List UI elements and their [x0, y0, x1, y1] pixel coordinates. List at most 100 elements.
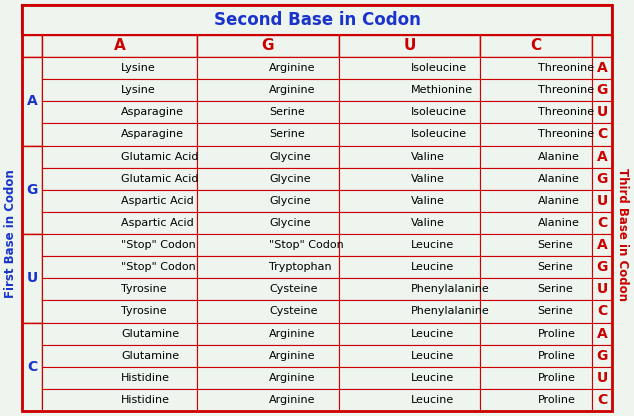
Bar [42, 190, 197, 212]
Text: Isoleucine: Isoleucine [411, 63, 467, 73]
Text: Valine: Valine [411, 151, 445, 161]
Text: A: A [597, 61, 607, 75]
Bar [197, 190, 339, 212]
Text: C: C [597, 216, 607, 230]
Bar [22, 234, 42, 322]
Bar [592, 101, 612, 124]
Text: "Stop" Codon: "Stop" Codon [121, 240, 196, 250]
Bar [339, 190, 481, 212]
Text: U: U [597, 371, 607, 385]
Text: Proline: Proline [538, 395, 576, 405]
Bar [339, 124, 481, 146]
Bar [481, 389, 592, 411]
Bar [22, 5, 612, 35]
Text: Serine: Serine [538, 284, 574, 294]
Bar [592, 35, 612, 57]
Bar [197, 168, 339, 190]
Text: Proline: Proline [538, 329, 576, 339]
Text: Histidine: Histidine [121, 373, 170, 383]
Bar [481, 212, 592, 234]
Bar [197, 146, 339, 168]
Text: Proline: Proline [538, 373, 576, 383]
Text: Threonine: Threonine [538, 129, 594, 139]
Bar [481, 146, 592, 168]
Bar [22, 322, 42, 411]
Text: C: C [27, 360, 37, 374]
Text: Lysine: Lysine [121, 63, 156, 73]
Text: Isoleucine: Isoleucine [411, 107, 467, 117]
Text: Leucine: Leucine [411, 395, 455, 405]
Text: Leucine: Leucine [411, 351, 455, 361]
Bar [592, 300, 612, 322]
Bar [592, 389, 612, 411]
Bar [592, 124, 612, 146]
Bar [592, 190, 612, 212]
Bar [481, 101, 592, 124]
Bar [42, 35, 197, 57]
Text: A: A [113, 39, 126, 54]
Bar [481, 168, 592, 190]
Bar [42, 278, 197, 300]
Text: Tyrosine: Tyrosine [121, 284, 167, 294]
Bar [197, 367, 339, 389]
Text: Threonine: Threonine [538, 107, 594, 117]
Text: Aspartic Acid: Aspartic Acid [121, 196, 194, 206]
Bar [197, 234, 339, 256]
Bar [197, 124, 339, 146]
Bar [339, 344, 481, 367]
Bar [339, 79, 481, 101]
Bar [481, 57, 592, 79]
Bar [197, 322, 339, 344]
Text: Asparagine: Asparagine [121, 107, 184, 117]
Text: Glycine: Glycine [269, 174, 311, 184]
Text: Serine: Serine [269, 129, 305, 139]
Bar [592, 367, 612, 389]
Text: Glutamic Acid: Glutamic Acid [121, 151, 198, 161]
Text: Serine: Serine [538, 240, 574, 250]
Text: A: A [27, 94, 37, 108]
Bar [339, 168, 481, 190]
Text: U: U [597, 105, 607, 119]
Bar [339, 256, 481, 278]
Bar [481, 322, 592, 344]
Bar [339, 101, 481, 124]
Text: Cysteine: Cysteine [269, 307, 318, 317]
Text: Arginine: Arginine [269, 63, 316, 73]
Text: A: A [597, 238, 607, 252]
Text: Third Base in Codon: Third Base in Codon [616, 168, 630, 300]
Bar [481, 190, 592, 212]
Text: Arginine: Arginine [269, 329, 316, 339]
Bar [42, 256, 197, 278]
Bar [42, 322, 197, 344]
Bar [592, 146, 612, 168]
Bar [42, 212, 197, 234]
Bar [42, 168, 197, 190]
Bar [481, 256, 592, 278]
Text: Alanine: Alanine [538, 218, 579, 228]
Text: Glutamic Acid: Glutamic Acid [121, 174, 198, 184]
Text: G: G [597, 172, 607, 186]
Bar [592, 57, 612, 79]
Bar [339, 35, 481, 57]
Bar [481, 234, 592, 256]
Bar [592, 168, 612, 190]
Bar [592, 212, 612, 234]
Text: Threonine: Threonine [538, 85, 594, 95]
Text: Glycine: Glycine [269, 151, 311, 161]
Text: A: A [597, 150, 607, 163]
Bar [42, 234, 197, 256]
Text: Valine: Valine [411, 196, 445, 206]
Bar [481, 367, 592, 389]
Bar [197, 300, 339, 322]
Text: Leucine: Leucine [411, 240, 455, 250]
Text: Alanine: Alanine [538, 196, 579, 206]
Text: Alanine: Alanine [538, 174, 579, 184]
Bar [22, 35, 42, 57]
Bar [22, 57, 42, 146]
Text: C: C [597, 305, 607, 318]
Bar [592, 234, 612, 256]
Bar [592, 344, 612, 367]
Bar [22, 146, 42, 234]
Text: Threonine: Threonine [538, 63, 594, 73]
Bar [481, 278, 592, 300]
